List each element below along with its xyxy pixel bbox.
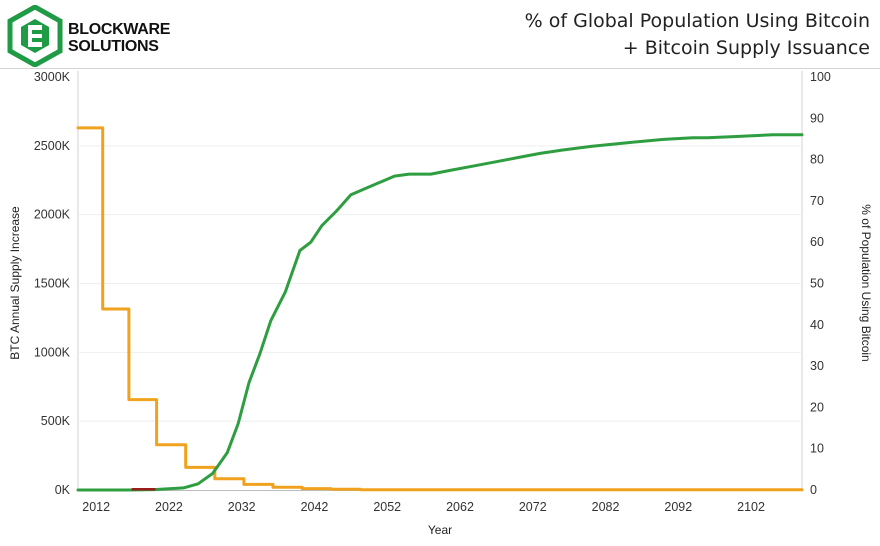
y-right-tick-label: 80 [810,153,824,167]
chart-title-line2: + Bitcoin Supply Issuance [622,37,870,59]
y-left-tick-label: 1000K [34,345,71,359]
blockware-logo-icon [7,5,63,67]
y-right-tick-label: 90 [810,111,824,125]
y-right-tick-label: 100 [810,70,831,84]
y-right-axis-title: % of Population Using Bitcoin [859,204,873,361]
y-left-tick-label: 2500K [34,139,71,153]
x-tick-label: 2042 [301,500,329,514]
x-tick-label: 2082 [592,500,620,514]
y-right-tick-label: 70 [810,194,824,208]
y-left-tick-label: 2000K [34,208,71,222]
chart-title-line1: % of Global Population Using Bitcoin [524,10,870,32]
x-tick-label: 2052 [373,500,401,514]
y-right-tick-label: 0 [810,483,817,497]
x-tick-label: 2032 [228,500,256,514]
y-right-tick-label: 10 [810,442,824,456]
x-tick-label: 2022 [155,500,183,514]
y-right-tick-label: 20 [810,400,824,414]
x-tick-label: 2102 [737,500,765,514]
y-left-tick-label: 3000K [34,70,71,84]
x-tick-label: 2062 [446,500,474,514]
y-left-tick-label: 0K [55,483,71,497]
header-divider [0,68,880,69]
series-line-of-population-using-bitcoin [76,133,804,492]
brand-name-line1: BLOCKWARE [68,21,171,38]
y-right-tick-label: 40 [810,318,824,332]
brand-logo: BLOCKWARE SOLUTIONS [6,5,176,67]
x-tick-label: 2012 [82,500,110,514]
y-right-tick-label: 30 [810,359,824,373]
x-tick-label: 2092 [664,500,692,514]
brand-name-line2: SOLUTIONS [68,38,159,55]
y-left-axis-title: BTC Annual Supply Increase [8,206,22,360]
x-tick-label: 2072 [519,500,547,514]
y-left-tick-label: 1500K [34,277,71,291]
y-right-tick-label: 60 [810,235,824,249]
y-left-tick-label: 500K [41,414,71,428]
x-axis-title: Year [428,523,452,537]
series-line-btc-annual-supply-increase [76,126,804,492]
y-right-tick-label: 50 [810,277,824,291]
header: BLOCKWARE SOLUTIONS % of Global Populati… [0,0,880,68]
chart-title: % of Global Population Using Bitcoin + B… [525,8,870,62]
